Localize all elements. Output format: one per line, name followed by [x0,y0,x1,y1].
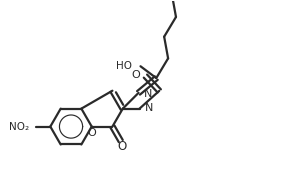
Text: HO: HO [116,61,132,71]
Text: N: N [144,89,152,99]
Text: NO₂: NO₂ [8,122,29,132]
Text: O: O [117,141,126,153]
Text: O: O [87,129,96,138]
Text: O: O [132,70,140,80]
Text: N: N [144,103,153,113]
